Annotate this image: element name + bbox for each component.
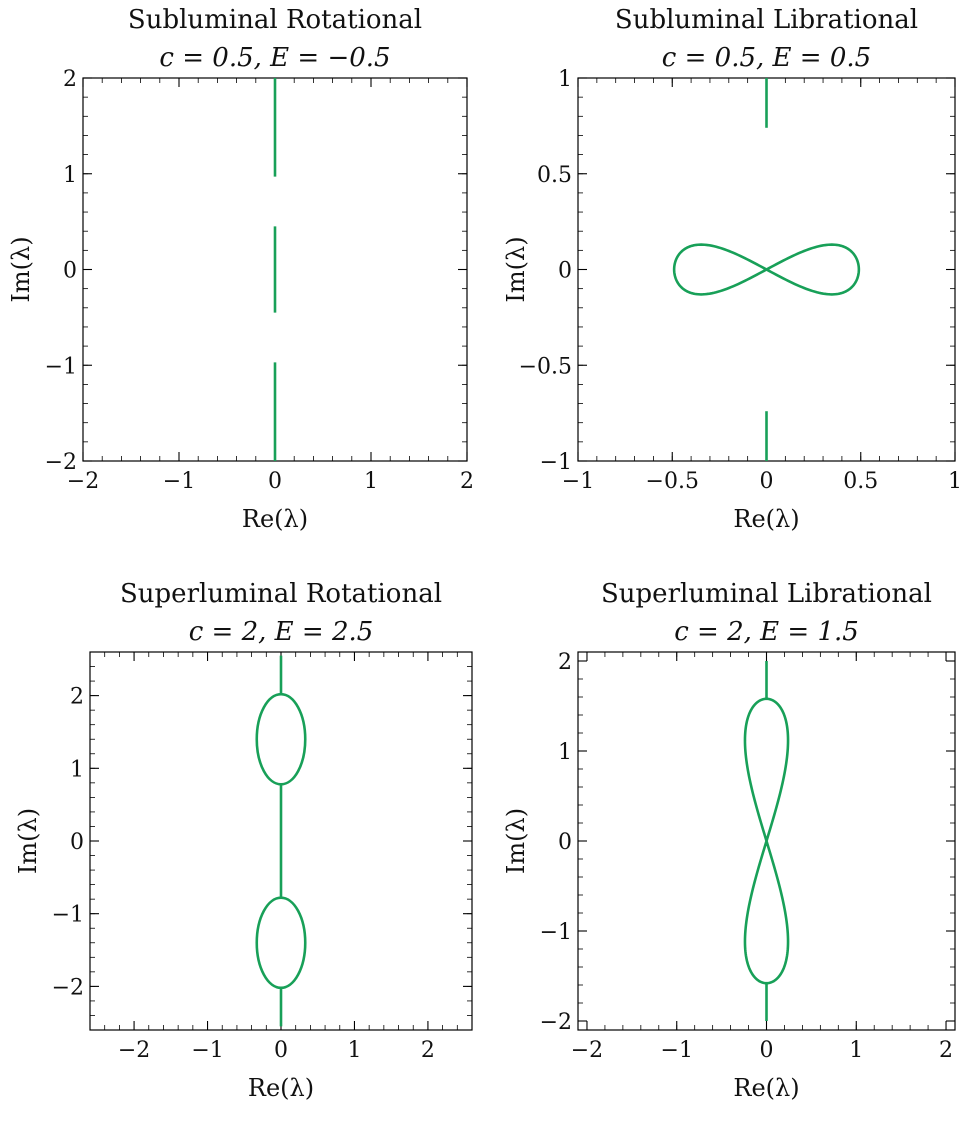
spectrum-loop bbox=[255, 692, 307, 786]
chart-title: Subluminal Rotational bbox=[128, 5, 422, 35]
y-axis-label: Im(λ) bbox=[502, 808, 530, 874]
chart-panel-1: Subluminal Rotational c = 0.5, E = −0.5 −2… bbox=[7, 5, 474, 533]
y-tick-label: 1 bbox=[70, 757, 84, 782]
chart-title: Superluminal Rotational bbox=[120, 579, 442, 609]
x-tick-label: 0 bbox=[760, 469, 774, 494]
x-tick-label: −0.5 bbox=[646, 469, 699, 494]
series-curves bbox=[743, 661, 790, 1021]
x-tick-label: 0 bbox=[274, 1038, 288, 1063]
chart-subtitle: c = 2, E = 1.5 bbox=[674, 617, 859, 647]
x-tick-label: 2 bbox=[460, 469, 474, 494]
x-tick-label: 0 bbox=[268, 469, 282, 494]
y-tick-label: −1 bbox=[52, 903, 84, 928]
y-tick-label: −1 bbox=[540, 920, 572, 945]
x-tick-label: −1 bbox=[562, 469, 594, 494]
plot-frame bbox=[577, 651, 956, 1031]
spectrum-figure-eight bbox=[743, 697, 790, 985]
chart-title: Superluminal Librational bbox=[601, 579, 932, 609]
y-axis-label: Im(λ) bbox=[502, 236, 530, 302]
series-curves bbox=[672, 78, 861, 461]
y-tick-label: 0.5 bbox=[537, 163, 572, 188]
y-tick-label: −0.5 bbox=[519, 354, 572, 379]
x-tick-label: −2 bbox=[118, 1038, 150, 1063]
x-tick-label: 1 bbox=[347, 1038, 361, 1063]
y-tick-label: 1 bbox=[558, 740, 572, 765]
y-tick-label: 0 bbox=[558, 259, 572, 284]
x-axis-label: Re(λ) bbox=[242, 505, 308, 533]
spectrum-figure-eight bbox=[672, 243, 861, 296]
chart-panel-2: Subluminal Librational c = 0.5, E = 0.5 −1… bbox=[502, 5, 962, 533]
x-tick-label: 1 bbox=[948, 469, 962, 494]
chart-panel-4: Superluminal Librational c = 2, E = 1.5 −2… bbox=[502, 579, 956, 1102]
y-tick-label: 0 bbox=[558, 830, 572, 855]
chart-title: Subluminal Librational bbox=[615, 5, 918, 35]
chart-subtitle: c = 2, E = 2.5 bbox=[189, 617, 374, 647]
x-axis-label: Re(λ) bbox=[733, 1074, 799, 1102]
y-tick-label: 0 bbox=[63, 259, 77, 284]
x-tick-label: 2 bbox=[939, 1038, 953, 1063]
x-tick-label: 0.5 bbox=[843, 469, 878, 494]
x-tick-label: −1 bbox=[191, 1038, 223, 1063]
y-tick-label: 1 bbox=[63, 163, 77, 188]
x-tick-label: −1 bbox=[661, 1038, 693, 1063]
y-tick-label: 2 bbox=[558, 650, 572, 675]
y-tick-label: 1 bbox=[558, 67, 572, 92]
x-axis-label: Re(λ) bbox=[248, 1074, 314, 1102]
y-tick-label: −2 bbox=[45, 450, 77, 475]
y-tick-label: −2 bbox=[52, 975, 84, 1000]
chart-panel-3: Superluminal Rotational c = 2, E = 2.5 −2 −… bbox=[14, 579, 473, 1102]
x-tick-label: 2 bbox=[421, 1038, 435, 1063]
x-tick-label: −1 bbox=[163, 469, 195, 494]
x-axis-label: Re(λ) bbox=[733, 505, 799, 533]
chart-subtitle: c = 0.5, E = 0.5 bbox=[662, 43, 871, 73]
y-axis-label: Im(λ) bbox=[7, 236, 35, 302]
y-tick-label: 2 bbox=[70, 685, 84, 710]
x-tick-label: −2 bbox=[571, 1038, 603, 1063]
x-tick-label: −2 bbox=[67, 469, 99, 494]
y-tick-label: 2 bbox=[63, 67, 77, 92]
x-tick-label: 1 bbox=[849, 1038, 863, 1063]
y-tick-label: −1 bbox=[45, 354, 77, 379]
y-tick-label: −2 bbox=[540, 1010, 572, 1035]
y-axis-label: Im(λ) bbox=[14, 808, 42, 874]
spectrum-loop bbox=[255, 896, 307, 990]
y-tick-label: 0 bbox=[70, 830, 84, 855]
x-tick-label: 0 bbox=[760, 1038, 774, 1063]
chart-subtitle: c = 0.5, E = −0.5 bbox=[159, 43, 390, 73]
y-tick-label: −1 bbox=[540, 450, 572, 475]
series-curves bbox=[255, 655, 307, 1027]
x-tick-label: 1 bbox=[364, 469, 378, 494]
plot-frame bbox=[89, 651, 473, 1031]
